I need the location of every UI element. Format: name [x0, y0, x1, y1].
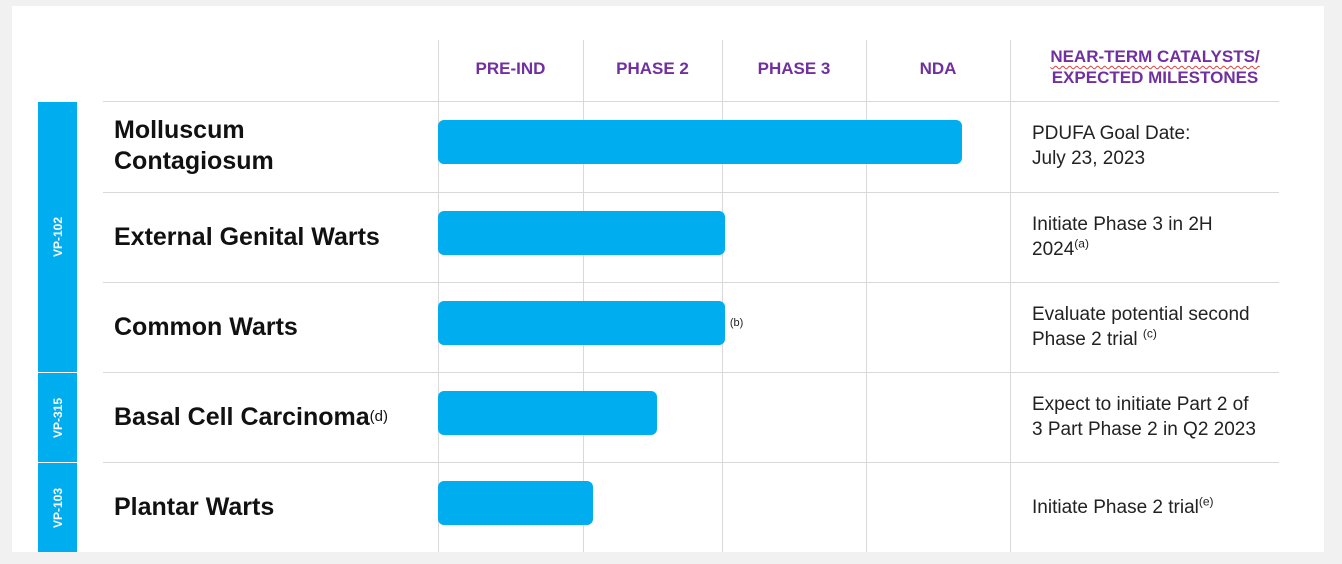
milestone-note: Expect to initiate Part 2 of 3 Part Phase… — [1032, 372, 1282, 462]
milestone-note: PDUFA Goal Date: July 23, 2023 — [1032, 101, 1282, 191]
indication-name: Basal Cell Carcinoma — [114, 402, 370, 431]
indication-name: Plantar Warts — [114, 492, 275, 521]
bar-footnote: (b) — [729, 317, 744, 329]
milestone-line-text: Phase 2 trial — [1032, 329, 1143, 350]
milestone-line: 3 Part Phase 2 in Q2 2023 — [1032, 417, 1256, 442]
progress-bar — [438, 211, 725, 255]
indication-label: External Genital Warts — [114, 192, 434, 282]
milestone-line: PDUFA Goal Date: — [1032, 121, 1190, 146]
stage-header-phase-3: PHASE 3 — [757, 59, 831, 78]
indication-name: Molluscum Contagiosum — [114, 116, 274, 175]
milestone-text: Evaluate potential second Phase 2 trial (… — [1032, 302, 1250, 352]
indication-name: External Genital Warts — [114, 222, 380, 251]
progress-bar — [438, 391, 657, 435]
grid-vline-1 — [583, 40, 584, 552]
milestone-line-text: July 23, 2023 — [1032, 148, 1146, 169]
milestone-footnote: (e) — [1198, 494, 1214, 509]
milestone-footnote: (c) — [1142, 326, 1157, 341]
milestone-line-text: Expect to initiate Part 2 of — [1032, 394, 1249, 415]
milestone-line-text: PDUFA Goal Date: — [1032, 123, 1191, 144]
program-label-text: VP-103 — [50, 487, 65, 528]
indication-label: Molluscum Contagiosum — [114, 101, 434, 191]
grid-hline-3 — [103, 372, 1279, 373]
program-label-text: VP-315 — [50, 397, 65, 438]
milestone-line: July 23, 2023 — [1032, 146, 1190, 171]
milestone-line: Initiate Phase 3 in 2H — [1032, 212, 1213, 237]
milestone-line: 2024(a) — [1032, 237, 1213, 262]
grid-hline-4 — [103, 462, 1279, 463]
milestone-line-text: 3 Part Phase 2 in Q2 2023 — [1032, 419, 1256, 440]
indication-name: Common Warts — [114, 312, 298, 341]
milestone-line: Initiate Phase 2 trial(e) — [1032, 495, 1214, 520]
milestone-line-text: Initiate Phase 2 trial — [1032, 496, 1199, 518]
stage-header-nda: NDA — [919, 59, 957, 78]
catalysts-header-line-1: NEAR-TERM CATALYSTS/ — [1050, 47, 1260, 66]
milestone-text: Initiate Phase 2 trial(e) — [1032, 495, 1214, 520]
milestone-line: Evaluate potential second — [1032, 302, 1250, 327]
milestone-text: Expect to initiate Part 2 of 3 Part Phase… — [1032, 392, 1256, 442]
grid-hline-2 — [103, 282, 1279, 283]
pipeline-panel — [12, 6, 1324, 552]
progress-bar — [438, 481, 593, 525]
milestone-line-text: Evaluate potential second — [1032, 304, 1250, 325]
milestone-note: Initiate Phase 3 in 2H 2024(a) — [1032, 192, 1282, 282]
milestone-line: Expect to initiate Part 2 of — [1032, 392, 1256, 417]
program-label-vp-103: VP-103 — [38, 463, 77, 552]
milestone-text: PDUFA Goal Date: July 23, 2023 — [1032, 121, 1190, 171]
milestone-line-text: Initiate Phase 3 in 2H — [1032, 214, 1213, 235]
grid-vline-0 — [438, 40, 439, 552]
catalysts-header: NEAR-TERM CATALYSTS/EXPECTED MILESTONES — [1010, 46, 1300, 88]
grid-vline-2 — [722, 40, 723, 552]
indication-label: Common Warts — [114, 282, 434, 372]
grid-hline-1 — [103, 192, 1279, 193]
program-label-vp-315: VP-315 — [38, 373, 77, 462]
indication-label: Plantar Warts — [114, 462, 434, 552]
milestone-note: Initiate Phase 2 trial(e) — [1032, 462, 1282, 552]
milestone-line-text: 2024 — [1032, 239, 1075, 260]
stage-header-phase-2: PHASE 2 — [616, 59, 689, 78]
grid-vline-3 — [866, 40, 867, 552]
indication-label: Basal Cell Carcinoma (d) — [114, 402, 389, 431]
progress-bar — [438, 301, 725, 345]
progress-bar — [438, 120, 963, 164]
milestone-note: Evaluate potential second Phase 2 trial (… — [1032, 282, 1282, 372]
stage-header-pre-ind: PRE-IND — [475, 59, 546, 78]
milestone-text: Initiate Phase 3 in 2H 2024(a) — [1032, 212, 1213, 262]
milestone-line: Phase 2 trial (c) — [1032, 327, 1250, 352]
grid-vline-4 — [1010, 40, 1011, 552]
program-label-vp-102: VP-102 — [38, 102, 77, 372]
program-label-text: VP-102 — [50, 216, 65, 258]
milestone-footnote: (a) — [1074, 236, 1089, 251]
catalysts-header-line-2: EXPECTED MILESTONES — [1051, 68, 1259, 87]
grid-hline-0 — [103, 101, 1279, 102]
